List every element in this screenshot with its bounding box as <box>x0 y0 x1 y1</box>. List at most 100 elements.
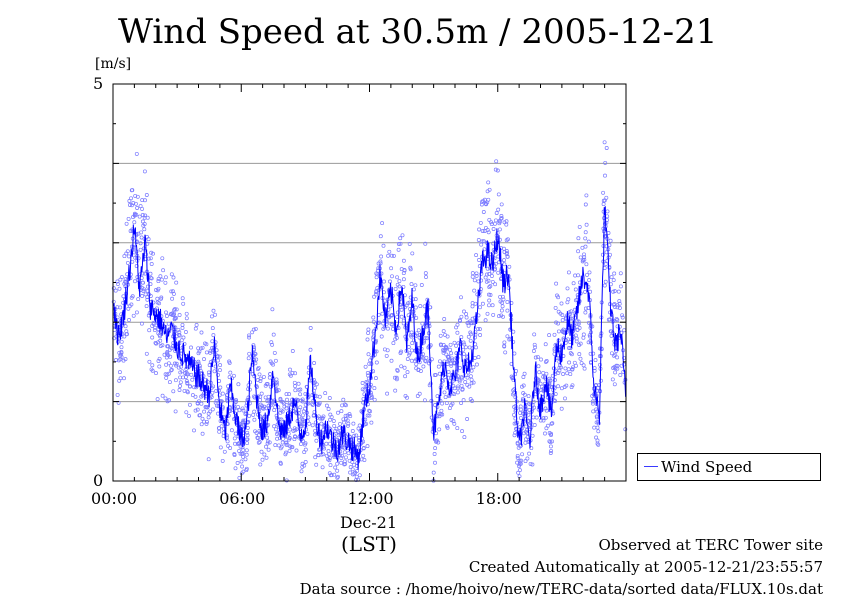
data-point <box>138 247 143 252</box>
data-point <box>254 430 259 435</box>
data-point <box>268 359 273 364</box>
data-point <box>478 333 483 337</box>
data-point <box>367 413 372 418</box>
data-point <box>390 274 394 279</box>
data-point <box>290 371 295 375</box>
data-point <box>202 419 207 424</box>
data-point <box>547 333 552 338</box>
data-point <box>119 345 124 350</box>
data-point <box>605 258 610 263</box>
data-point <box>176 332 181 337</box>
data-point <box>268 403 273 408</box>
data-point <box>146 237 151 242</box>
data-point <box>129 196 133 201</box>
data-point <box>331 419 336 423</box>
data-point <box>327 441 332 446</box>
data-point <box>603 160 608 165</box>
data-point <box>424 314 429 319</box>
data-point <box>172 308 177 313</box>
data-point <box>530 462 535 467</box>
data-point <box>144 351 149 356</box>
data-point <box>321 414 326 419</box>
data-point <box>210 339 215 344</box>
data-point <box>419 283 424 287</box>
data-point <box>256 365 261 370</box>
data-point <box>479 242 484 247</box>
data-point <box>275 436 280 441</box>
data-point <box>132 220 137 225</box>
data-point <box>617 299 622 304</box>
data-point <box>452 340 457 345</box>
data-point <box>195 362 200 367</box>
data-point <box>126 306 131 311</box>
data-point <box>245 433 250 438</box>
data-point <box>409 334 414 339</box>
data-point <box>131 313 136 318</box>
data-point <box>121 294 126 299</box>
data-point <box>123 324 128 329</box>
data-point <box>518 416 523 420</box>
data-point <box>204 342 209 347</box>
data-point <box>457 378 462 383</box>
data-point <box>300 461 305 466</box>
data-point <box>582 252 586 257</box>
data-point <box>612 271 617 276</box>
data-point <box>595 438 600 443</box>
data-point <box>455 426 460 431</box>
data-point <box>483 225 488 230</box>
data-point <box>406 345 411 349</box>
data-point <box>476 355 481 360</box>
data-point <box>443 395 448 400</box>
data-point <box>596 442 601 447</box>
data-point <box>541 374 546 379</box>
data-point <box>440 378 444 383</box>
data-point <box>444 401 449 406</box>
data-point <box>263 395 268 400</box>
data-point <box>466 334 471 339</box>
data-point <box>284 450 288 455</box>
data-point <box>173 378 178 383</box>
data-point <box>527 401 532 406</box>
data-point <box>583 236 588 241</box>
data-point <box>192 428 196 433</box>
data-point <box>499 308 504 313</box>
data-point <box>560 318 565 323</box>
data-point <box>583 244 588 249</box>
data-point <box>364 379 369 384</box>
data-point <box>588 289 593 294</box>
data-point <box>537 370 542 375</box>
data-point <box>482 247 487 252</box>
data-point <box>368 409 373 414</box>
data-point <box>401 258 406 263</box>
data-point <box>513 395 518 400</box>
data-point <box>594 420 599 425</box>
data-point <box>409 358 414 363</box>
data-point <box>563 366 568 371</box>
data-point <box>246 395 251 400</box>
data-point <box>140 198 145 203</box>
data-point <box>284 392 289 397</box>
data-point <box>254 357 259 362</box>
data-point <box>474 345 478 350</box>
data-point <box>483 318 488 323</box>
data-point <box>405 357 410 361</box>
data-point <box>140 294 145 298</box>
data-point <box>294 427 299 432</box>
data-point <box>480 229 485 233</box>
data-point <box>261 406 266 411</box>
data-point <box>524 437 528 442</box>
data-point <box>429 398 434 403</box>
data-point <box>592 425 597 430</box>
data-point <box>588 325 593 330</box>
data-point <box>321 452 326 457</box>
data-point <box>155 397 160 402</box>
data-point <box>289 445 294 450</box>
data-point <box>505 254 510 259</box>
data-point <box>233 466 238 471</box>
data-point <box>378 261 383 266</box>
data-point <box>314 382 319 387</box>
data-point <box>549 421 554 426</box>
data-point <box>382 279 386 284</box>
data-point <box>147 328 152 333</box>
